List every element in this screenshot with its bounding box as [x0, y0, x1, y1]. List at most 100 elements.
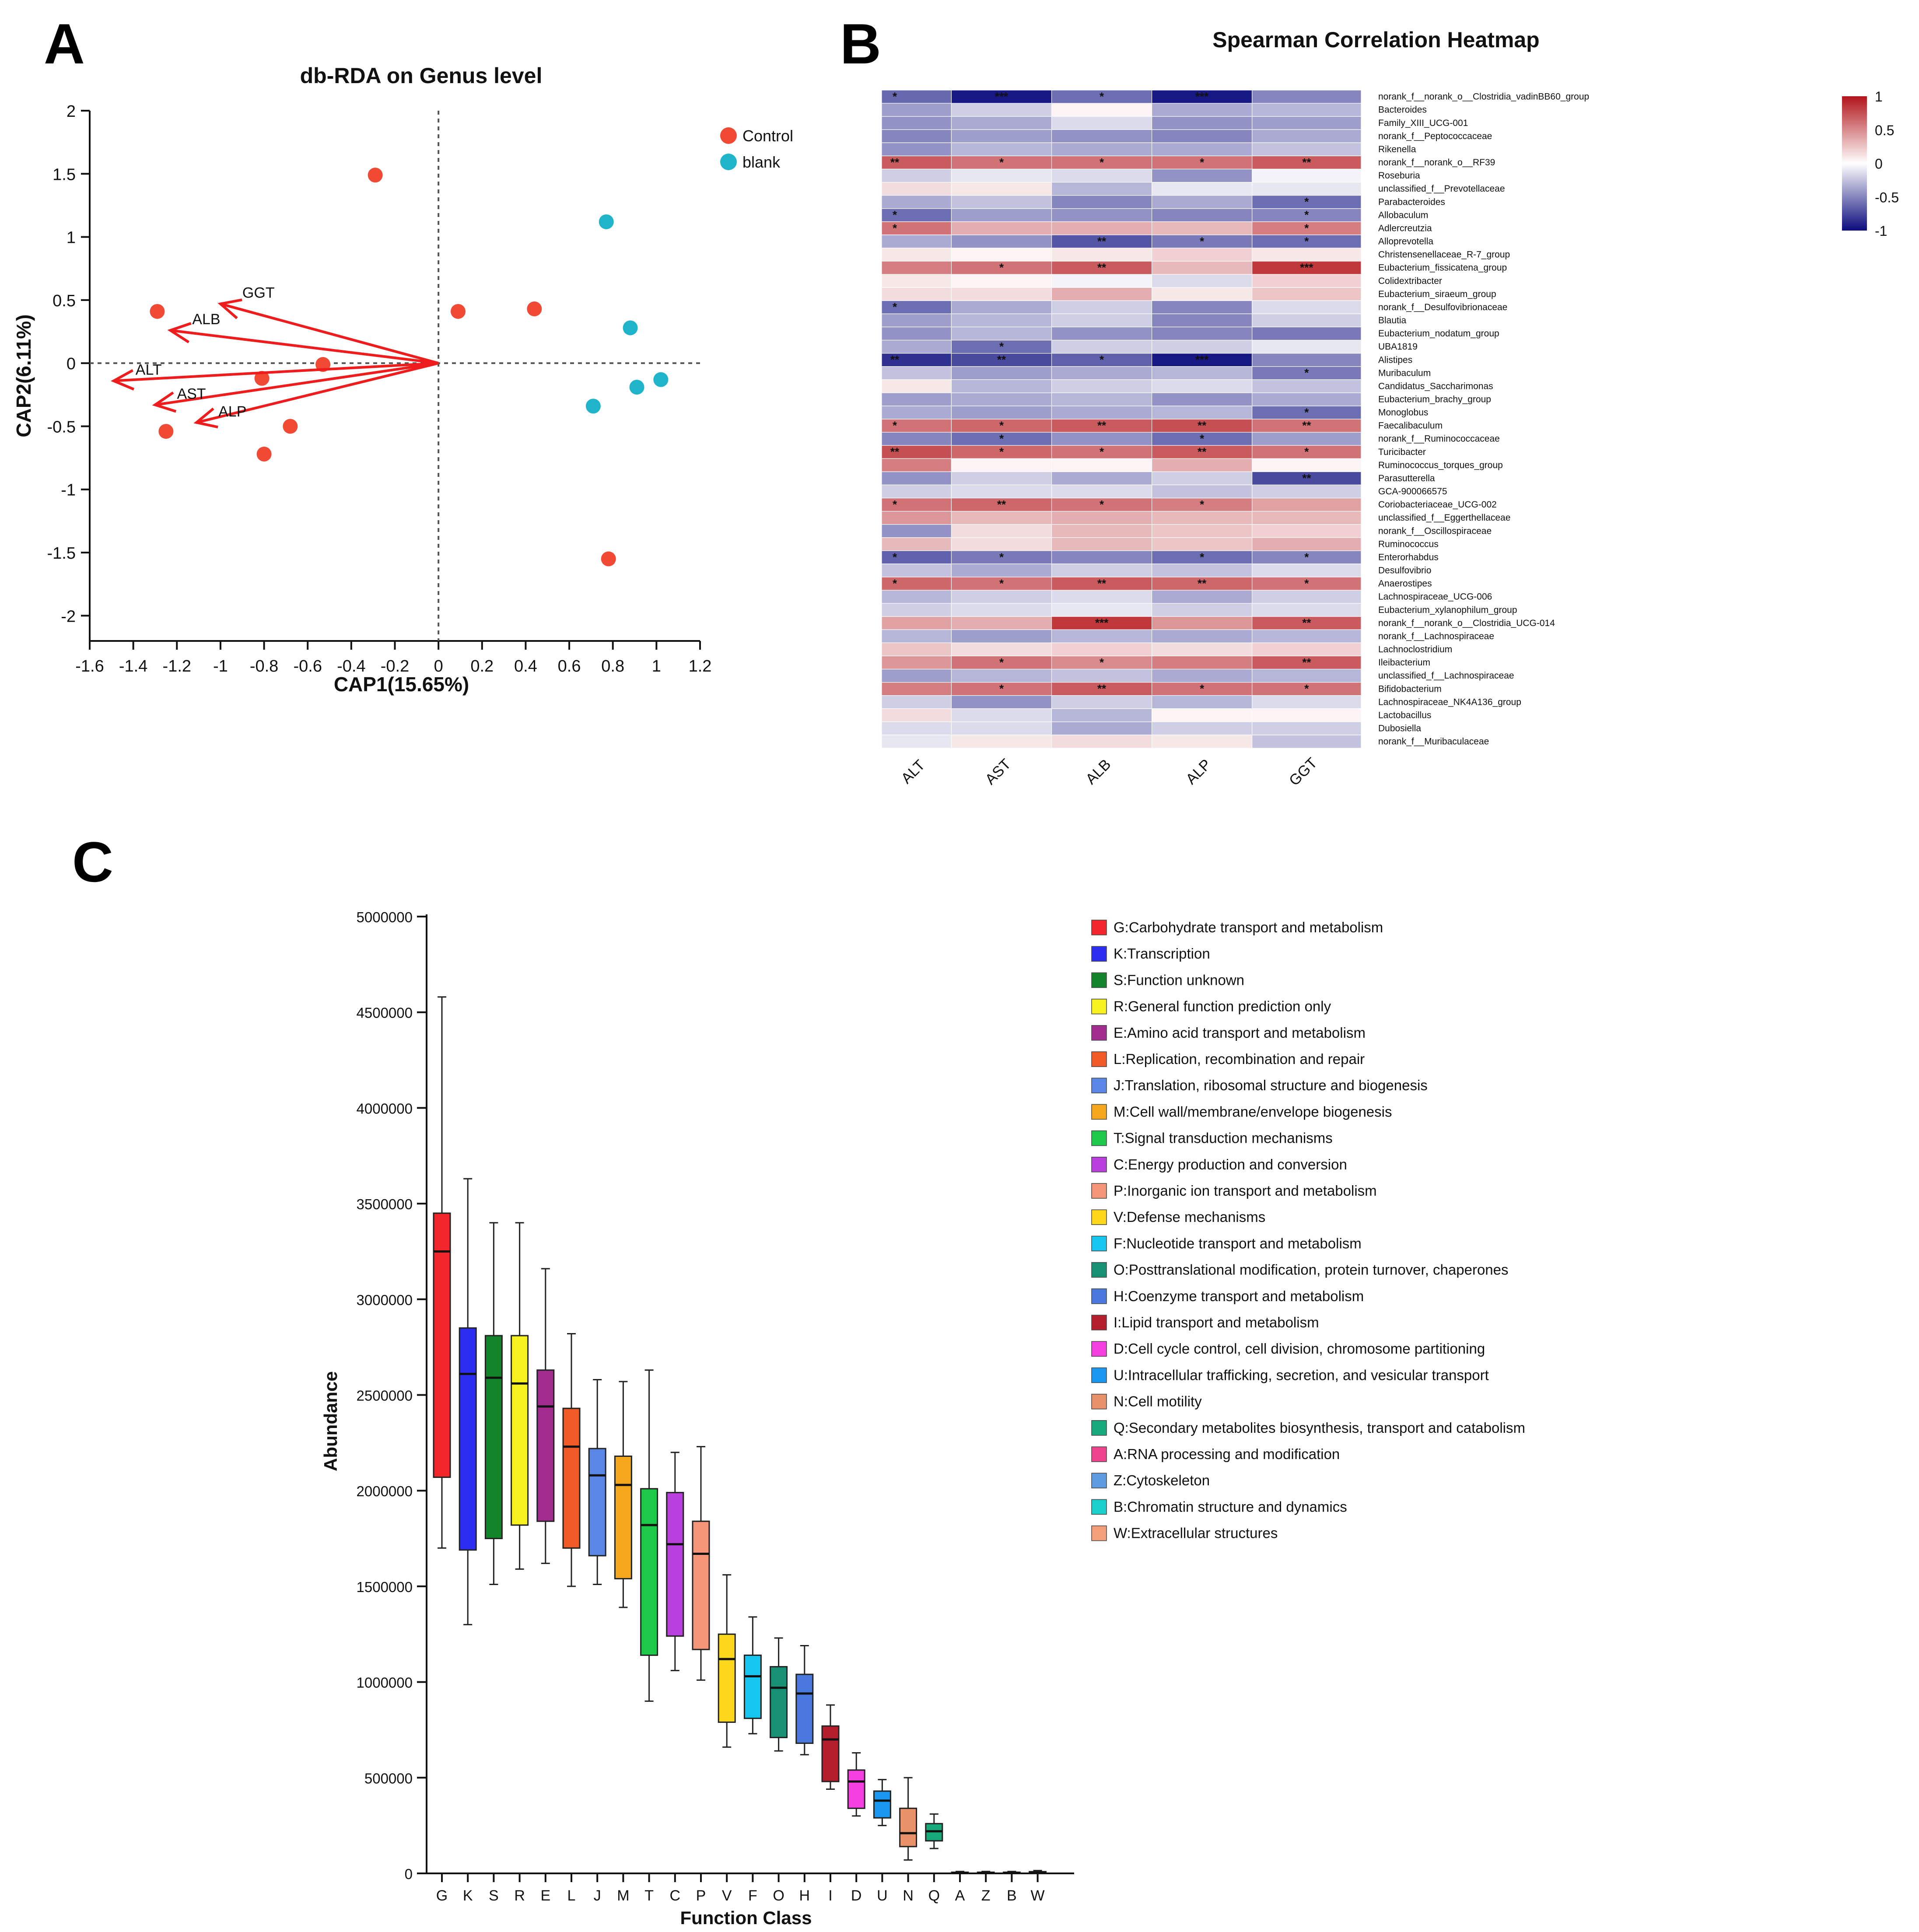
heatmap-cell	[881, 340, 952, 354]
heatmap-cell	[1252, 537, 1362, 551]
heatmap-cell	[1151, 682, 1253, 696]
legend-marker-blank	[720, 154, 737, 170]
row-label: norank_f__Peptococcaceae	[1378, 131, 1492, 141]
significance-mark: *	[999, 682, 1004, 695]
heatmap-cell	[951, 484, 1052, 499]
x-tick-label: S	[489, 1887, 499, 1904]
heatmap-cell	[951, 511, 1052, 525]
row-label: Faecalibaculum	[1378, 421, 1443, 431]
significance-mark: *	[999, 432, 1004, 445]
heatmap-cell	[1252, 616, 1362, 630]
heatmap-cell	[881, 432, 952, 446]
box-f	[743, 1654, 762, 1719]
vector-label-ast: AST	[177, 385, 206, 402]
heatmap-cell	[951, 103, 1052, 117]
y-tick-label: -0.5	[47, 418, 76, 436]
heatmap-cell	[1252, 511, 1362, 525]
heatmap-cell	[1151, 708, 1253, 722]
heatmap-cell	[1252, 458, 1362, 472]
heatmap-cell	[1252, 432, 1362, 446]
significance-mark: *	[999, 261, 1004, 274]
legend-marker-control	[720, 127, 737, 144]
heatmap-cell	[1252, 168, 1362, 183]
heatmap-cell	[881, 458, 952, 472]
legend-swatch	[1091, 1236, 1107, 1252]
heatmap-cell	[1151, 484, 1253, 499]
y-tick-label: 0	[67, 355, 76, 373]
legend-label: V:Defense mechanisms	[1114, 1209, 1265, 1225]
row-label: Adlercreutzia	[1378, 223, 1432, 233]
significance-mark: *	[1100, 656, 1104, 669]
heatmap-cell	[1151, 234, 1253, 248]
significance-mark: *	[1304, 234, 1309, 248]
heatmap-cell	[1252, 564, 1362, 578]
colorbar	[1842, 96, 1867, 231]
heatmap-cell	[1051, 458, 1152, 472]
significance-mark: *	[999, 445, 1004, 458]
heatmap-cell	[1051, 484, 1152, 499]
heatmap-cell	[951, 524, 1052, 538]
panel-letter-b: B	[840, 12, 881, 76]
vector-arrowhead	[193, 407, 218, 429]
row-label: Anaerostipes	[1378, 579, 1432, 589]
row-label: Eubacterium_fissicatena_group	[1378, 263, 1507, 273]
heatmap-cell	[1252, 208, 1362, 222]
row-label: Turicibacter	[1378, 447, 1426, 457]
heatmap-cell	[1252, 735, 1362, 749]
x-tick-label: -1.4	[119, 657, 147, 676]
heatmap-cell	[1151, 432, 1253, 446]
x-tick-label: P	[696, 1887, 706, 1904]
row-label: Alloprevotella	[1378, 237, 1433, 247]
heatmap-cell	[1051, 366, 1152, 380]
column-label-alt: ALT	[898, 757, 928, 787]
significance-mark: *	[893, 419, 897, 432]
significance-mark: **	[1097, 234, 1107, 248]
y-tick-label: 1.5	[53, 165, 76, 184]
significance-mark: **	[1302, 156, 1311, 169]
row-label: Lactobacillus	[1378, 710, 1431, 720]
significance-mark: **	[1198, 577, 1207, 590]
significance-mark: *	[999, 577, 1004, 590]
x-tick-label: B	[1007, 1887, 1017, 1904]
heatmap-cell	[951, 735, 1052, 749]
heatmap-cell	[1252, 708, 1362, 722]
heatmap-cell	[951, 537, 1052, 551]
significance-mark: *	[999, 156, 1004, 169]
y-tick-label: 4000000	[357, 1100, 413, 1116]
heatmap-cell	[1252, 261, 1362, 275]
row-label: UBA1819	[1378, 342, 1418, 352]
heatmap-cell	[1252, 274, 1362, 288]
heatmap-cell	[1051, 274, 1152, 288]
significance-mark: *	[1304, 195, 1309, 208]
heatmap-cell	[881, 524, 952, 538]
legend-swatch	[1091, 946, 1107, 962]
heatmap-cell	[951, 366, 1052, 380]
vector-alt	[113, 362, 439, 382]
x-tick-label: 0	[434, 657, 443, 676]
heatmap-cell	[1151, 406, 1253, 420]
row-label: Ruminococcus_torques_group	[1378, 460, 1503, 470]
heatmap-cell	[1252, 103, 1362, 117]
x-tick-label: Q	[928, 1887, 940, 1904]
heatmap-cell	[1051, 550, 1152, 564]
heatmap-cell	[1051, 208, 1152, 222]
heatmap: Spearman Correlation Heatmap* *** * *** nora…	[881, 28, 1899, 789]
heatmap-cell	[951, 695, 1052, 709]
heatmap-cell	[881, 129, 952, 143]
significance-mark: *	[893, 90, 897, 103]
legend-label: B:Chromatin structure and dynamics	[1114, 1498, 1347, 1515]
legend-label-blank: blank	[742, 153, 781, 171]
heatmap-cell	[881, 603, 952, 617]
y-tick-label: 3000000	[357, 1292, 413, 1308]
heatmap-cell	[951, 313, 1052, 328]
y-axis-title: CAP2(6.11%)	[12, 314, 35, 437]
box-o	[770, 1666, 788, 1738]
heatmap-cell	[881, 326, 952, 341]
heatmap-cell	[1051, 511, 1152, 525]
box-n	[899, 1807, 917, 1848]
row-label: Parasutterella	[1378, 473, 1435, 483]
heatmap-cell	[1252, 142, 1362, 157]
heatmap-cell	[951, 234, 1052, 248]
heatmap-cell	[951, 142, 1052, 157]
significance-mark: ***	[1095, 616, 1109, 630]
